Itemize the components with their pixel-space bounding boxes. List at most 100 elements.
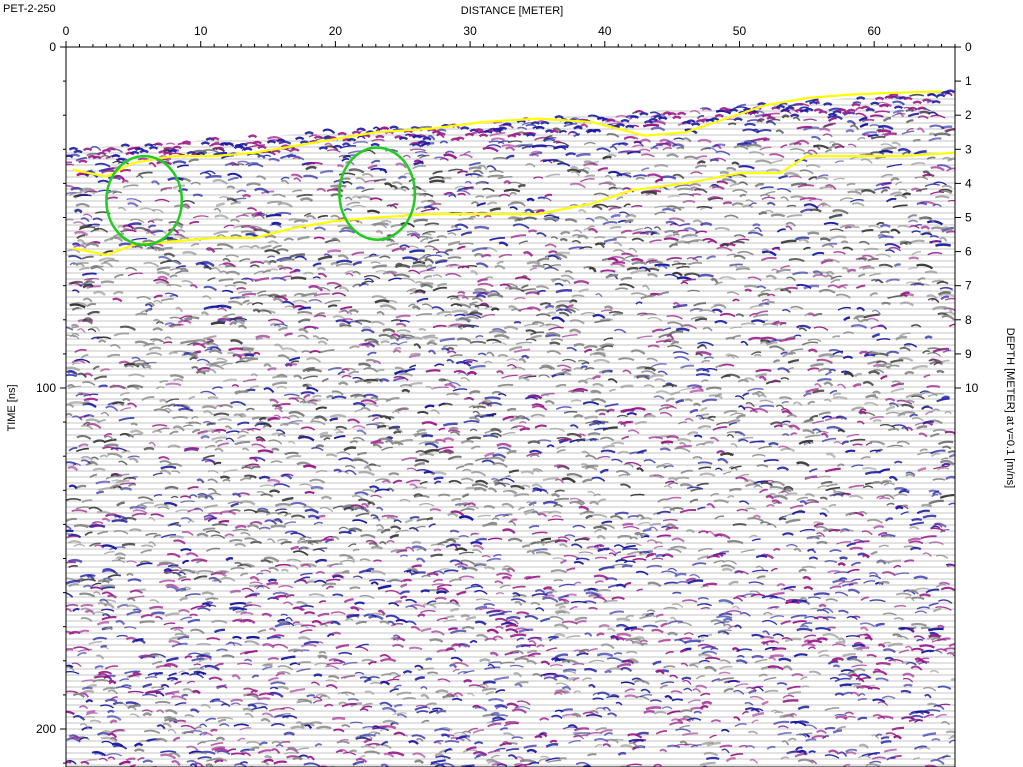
reflection-wavelet [927, 352, 942, 357]
reflection-wavelet [669, 330, 684, 335]
reflection-wavelet [139, 620, 155, 624]
reflection-wavelet [602, 706, 611, 712]
reflection-wavelet [780, 265, 790, 270]
reflection-wavelet [811, 251, 825, 257]
reflection-wavelet [381, 673, 392, 677]
reflection-wavelet [421, 421, 438, 427]
reflection-wavelet [247, 207, 258, 212]
reflection-wavelet [167, 564, 179, 568]
reflection-wavelet [148, 162, 157, 168]
reflection-wavelet [916, 509, 930, 515]
reflection-wavelet [870, 151, 885, 155]
reflection-wavelet [489, 236, 505, 241]
reflection-wavelet [264, 519, 278, 525]
reflection-wavelet [426, 142, 435, 147]
reflection-wavelet [190, 605, 204, 611]
reflection-wavelet [807, 149, 818, 155]
reflection-wavelet [460, 377, 471, 382]
reflection-wavelet [937, 624, 945, 629]
reflection-wavelet [250, 244, 261, 249]
reflection-wavelet [931, 738, 941, 742]
reflection-wavelet [366, 380, 375, 384]
reflection-wavelet [789, 432, 798, 436]
reflection-wavelet [153, 494, 163, 497]
reflection-wavelet [746, 686, 757, 692]
reflection-wavelet [376, 506, 384, 511]
reflection-wavelet [547, 264, 562, 269]
reflection-wavelet [256, 175, 267, 181]
reflection-wavelet [390, 636, 399, 642]
reflection-wavelet [913, 575, 929, 580]
reflection-wavelet [479, 607, 495, 611]
reflection-wavelet [821, 607, 834, 614]
reflection-wavelet [866, 653, 877, 658]
reflection-wavelet [234, 543, 247, 548]
reflection-wavelet [539, 717, 550, 721]
reflection-wavelet [861, 254, 875, 260]
reflection-wavelet [356, 643, 369, 648]
reflection-wavelet [69, 303, 86, 309]
reflection-wavelet [758, 404, 775, 408]
reflection-wavelet [151, 429, 163, 434]
reflection-wavelet [272, 244, 282, 250]
reflection-wavelet [110, 447, 127, 452]
reflection-wavelet [234, 390, 249, 395]
reflection-wavelet [104, 665, 119, 670]
reflection-wavelet [223, 469, 238, 474]
reflection-wavelet [770, 379, 779, 384]
reflection-wavelet [828, 529, 841, 533]
reflection-wavelet [279, 258, 295, 263]
reflection-wavelet [422, 603, 437, 609]
reflection-wavelet [914, 176, 929, 181]
reflection-wavelet [824, 467, 841, 473]
reflection-wavelet [591, 205, 603, 211]
reflection-wavelet [370, 581, 379, 586]
reflection-wavelet [370, 396, 379, 400]
reflection-wavelet [160, 753, 177, 760]
reflection-wavelet [531, 531, 548, 535]
reflection-wavelet [66, 184, 78, 191]
reflection-wavelet [370, 514, 379, 519]
reflection-wavelet [580, 536, 591, 541]
reflection-wavelet [180, 578, 191, 582]
reflection-wavelet [695, 675, 705, 680]
reflection-wavelet [550, 236, 559, 240]
reflection-wavelet [85, 699, 94, 703]
reflection-wavelet [437, 678, 451, 683]
reflection-wavelet [844, 225, 852, 229]
reflection-wavelet [306, 214, 317, 220]
reflection-wavelet [280, 179, 290, 185]
reflection-wavelet [493, 479, 504, 483]
reflection-wavelet [97, 419, 106, 424]
reflection-wavelet [784, 492, 798, 497]
reflection-wavelet [869, 124, 885, 130]
reflection-wavelet [416, 313, 433, 317]
reflection-wavelet [190, 628, 205, 635]
reflection-wavelet [915, 659, 928, 664]
reflection-wavelet [444, 740, 460, 744]
reflection-wavelet [275, 744, 284, 748]
reflection-wavelet [786, 750, 803, 755]
reflection-wavelet [546, 647, 558, 652]
reflection-wavelet [526, 659, 538, 665]
reflection-wavelet [280, 154, 296, 160]
reflection-wavelet [505, 154, 515, 160]
reflection-wavelet [569, 497, 581, 501]
reflection-wavelet [618, 765, 633, 767]
reflection-wavelet [756, 310, 768, 315]
reflection-wavelet [637, 522, 651, 526]
reflection-wavelet [697, 634, 709, 638]
reflection-wavelet [249, 581, 263, 585]
reflection-wavelet [844, 711, 854, 715]
reflection-wavelet [525, 163, 536, 168]
reflection-wavelet [793, 102, 810, 107]
reflection-wavelet [872, 390, 881, 395]
reflection-wavelet [532, 487, 543, 493]
reflection-wavelet [859, 622, 876, 628]
reflection-wavelet [367, 501, 376, 506]
reflection-wavelet [76, 194, 92, 198]
reflection-wavelet [894, 181, 902, 186]
reflection-wavelet [148, 605, 164, 610]
reflection-wavelet [458, 551, 474, 555]
reflection-wavelet [903, 241, 913, 245]
